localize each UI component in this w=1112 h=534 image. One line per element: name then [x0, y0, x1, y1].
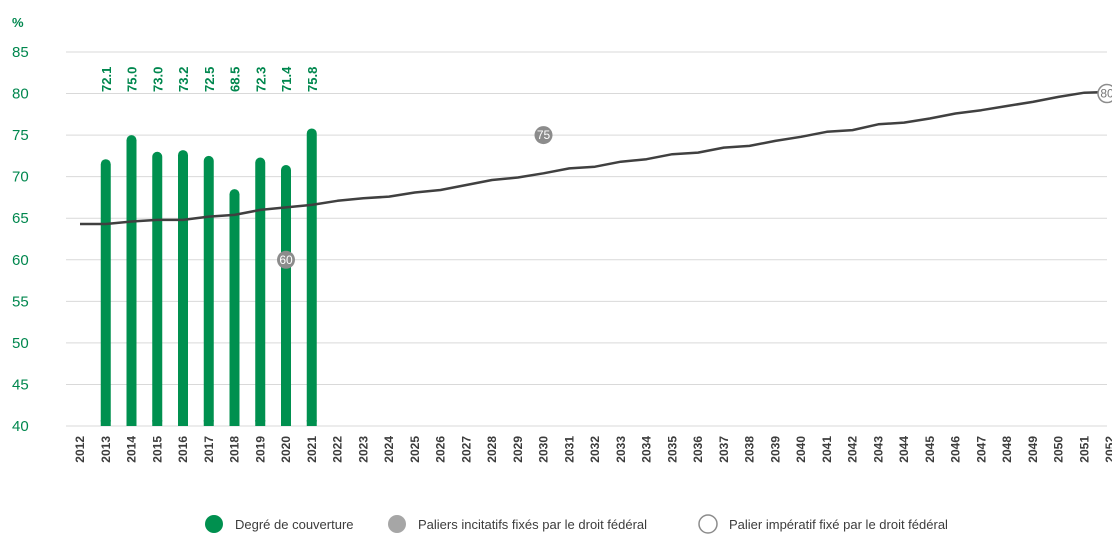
x-tick-label: 2034: [640, 436, 654, 463]
x-tick-label: 2035: [665, 436, 679, 463]
x-tick-label: 2043: [871, 436, 885, 463]
y-tick-label: 50: [12, 335, 29, 352]
bar-value-label: 73.0: [150, 67, 165, 92]
legend-label: Palier impératif fixé par le droit fédér…: [729, 517, 948, 532]
marker-label: 75: [537, 128, 551, 142]
x-tick-label: 2013: [99, 436, 113, 463]
x-tick-label: 2023: [356, 436, 370, 463]
bar-base-2018: [229, 420, 240, 426]
bar-base-2014: [126, 420, 137, 426]
x-tick-label: 2016: [176, 436, 190, 463]
x-tick-label: 2032: [588, 436, 602, 463]
bar-2013: [100, 159, 111, 427]
y-tick-label: 75: [12, 127, 29, 144]
bar-2020: [281, 165, 291, 426]
incentive-threshold-marker-60: [277, 250, 295, 269]
y-tick-label: 65: [12, 210, 29, 227]
x-tick-label: 2020: [279, 436, 293, 463]
bar-2014: [126, 135, 137, 426]
x-tick-label: 2036: [691, 436, 705, 463]
bar-base-2013: [100, 420, 111, 426]
x-tick-label: 2052: [1103, 436, 1112, 463]
bar-value-label: 72.1: [99, 67, 114, 92]
bar-2016: [178, 150, 188, 426]
x-tick-label: 2049: [1026, 436, 1040, 463]
x-tick-label: 2039: [768, 436, 782, 463]
x-tick-label: 2044: [897, 436, 911, 463]
bar-base-2019: [255, 420, 266, 426]
bar-2017: [203, 155, 214, 426]
x-tick-label: 2038: [743, 436, 757, 463]
bar-base-2016: [178, 420, 188, 426]
x-tick-label: 2019: [253, 436, 267, 463]
x-tick-label: 2037: [717, 436, 731, 463]
bar-value-label: 72.3: [253, 67, 268, 92]
x-tick-label: 2050: [1052, 436, 1066, 463]
y-tick-label: 45: [12, 376, 29, 393]
y-tick-label: 85: [12, 44, 29, 61]
bar-value-label: 75.0: [125, 67, 140, 92]
y-unit-label: %: [12, 15, 24, 30]
bar-value-label: 71.4: [279, 66, 294, 92]
x-tick-label: 2027: [459, 436, 473, 463]
x-tick-label: 2051: [1077, 436, 1091, 463]
bar-2021: [306, 128, 317, 426]
marker-label: 80: [1100, 87, 1112, 101]
x-tick-label: 2048: [1000, 436, 1014, 463]
legend-marker-0: [205, 515, 223, 533]
marker-label: 60: [279, 253, 293, 267]
x-tick-label: 2047: [974, 436, 988, 463]
legend-marker-2: [698, 514, 718, 534]
y-tick-label: 80: [12, 86, 29, 103]
x-tick-label: 2022: [331, 436, 345, 463]
bar-base-2017: [203, 420, 214, 426]
bar-2015: [152, 151, 163, 426]
x-tick-label: 2040: [794, 436, 808, 463]
y-tick-label: 40: [12, 418, 29, 435]
x-tick-label: 2046: [949, 436, 963, 463]
x-tick-label: 2014: [125, 436, 139, 463]
mandatory-threshold-marker-80: [1097, 83, 1112, 104]
x-tick-label: 2029: [511, 436, 525, 463]
bar-2019: [255, 157, 266, 426]
x-tick-label: 2017: [202, 436, 216, 463]
bar-base-2020: [281, 420, 291, 426]
legend-marker-1: [388, 515, 406, 533]
x-tick-label: 2024: [382, 436, 396, 463]
legend-label: Paliers incitatifs fixés par le droit fé…: [418, 517, 647, 532]
incentive-threshold-marker-75: [534, 126, 553, 145]
bar-2018: [229, 189, 240, 426]
bar-base-2021: [306, 420, 317, 426]
y-tick-label: 70: [12, 169, 29, 186]
x-tick-label: 2026: [434, 436, 448, 463]
x-tick-label: 2025: [408, 436, 422, 463]
x-tick-label: 2021: [305, 436, 319, 463]
x-tick-label: 2033: [614, 436, 628, 463]
x-tick-label: 2031: [562, 436, 576, 463]
x-tick-label: 2012: [73, 436, 87, 463]
y-tick-label: 55: [12, 293, 29, 310]
x-tick-label: 2018: [228, 436, 242, 463]
bar-value-label: 72.5: [202, 67, 217, 92]
trend-line: [80, 90, 1111, 226]
bar-value-label: 73.2: [176, 67, 191, 92]
legend-label: Degré de couverture: [235, 517, 354, 532]
x-tick-label: 2042: [846, 436, 860, 463]
bar-value-label: 68.5: [228, 67, 243, 92]
x-tick-label: 2041: [820, 436, 834, 463]
x-tick-label: 2045: [923, 436, 937, 463]
bar-base-2015: [152, 420, 163, 426]
x-tick-label: 2030: [537, 436, 551, 463]
x-tick-label: 2028: [485, 436, 499, 463]
x-tick-label: 2015: [150, 436, 164, 463]
bar-value-label: 75.8: [305, 67, 320, 92]
y-tick-label: 60: [12, 252, 29, 269]
